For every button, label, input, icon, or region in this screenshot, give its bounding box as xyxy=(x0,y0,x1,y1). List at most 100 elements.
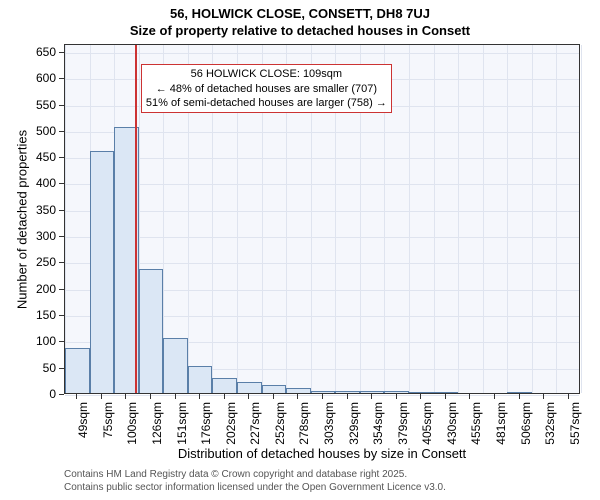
xtick-mark xyxy=(273,394,274,399)
xtick-mark xyxy=(543,394,544,399)
footer-line-2: Contains public sector information licen… xyxy=(64,481,446,494)
ytick-label: 0 xyxy=(16,387,56,401)
xtick-mark xyxy=(199,394,200,399)
ytick-mark xyxy=(59,105,64,106)
ytick-mark xyxy=(59,78,64,79)
xtick-mark xyxy=(175,394,176,399)
ytick-mark xyxy=(59,236,64,237)
histogram-bar xyxy=(286,388,311,393)
gridline-vertical xyxy=(458,45,459,393)
ytick-label: 400 xyxy=(16,176,56,190)
histogram-bar xyxy=(90,151,115,393)
gridline-vertical xyxy=(483,45,484,393)
ytick-label: 300 xyxy=(16,229,56,243)
xtick-mark xyxy=(322,394,323,399)
histogram-bar xyxy=(237,382,262,393)
ytick-mark xyxy=(59,289,64,290)
xtick-mark xyxy=(371,394,372,399)
xtick-label: 557sqm xyxy=(568,402,582,462)
xtick-mark xyxy=(101,394,102,399)
histogram-bar xyxy=(212,378,237,393)
gridline-horizontal xyxy=(65,211,579,212)
xtick-label: 329sqm xyxy=(347,402,361,462)
xtick-label: 176sqm xyxy=(199,402,213,462)
histogram-bar xyxy=(384,391,409,393)
ytick-mark xyxy=(59,394,64,395)
ytick-mark xyxy=(59,341,64,342)
ytick-label: 550 xyxy=(16,98,56,112)
annotation-line-1: 56 HOLWICK CLOSE: 109sqm xyxy=(146,67,387,81)
xtick-label: 278sqm xyxy=(297,402,311,462)
xtick-label: 532sqm xyxy=(543,402,557,462)
gridline-horizontal xyxy=(65,184,579,185)
xtick-label: 75sqm xyxy=(101,402,115,462)
xtick-mark xyxy=(568,394,569,399)
xtick-mark xyxy=(347,394,348,399)
gridline-horizontal xyxy=(65,53,579,54)
footer-line-1: Contains HM Land Registry data © Crown c… xyxy=(64,468,446,481)
annotation-box: 56 HOLWICK CLOSE: 109sqm← 48% of detache… xyxy=(141,64,392,113)
histogram-bar xyxy=(434,392,459,393)
xtick-mark xyxy=(445,394,446,399)
xtick-label: 506sqm xyxy=(519,402,533,462)
ytick-mark xyxy=(59,183,64,184)
histogram-bar xyxy=(507,392,532,393)
gridline-vertical xyxy=(409,45,410,393)
ytick-mark xyxy=(59,210,64,211)
gridline-vertical xyxy=(556,45,557,393)
xtick-label: 430sqm xyxy=(445,402,459,462)
ytick-label: 650 xyxy=(16,45,56,59)
gridline-vertical xyxy=(434,45,435,393)
ytick-mark xyxy=(59,368,64,369)
annotation-line-3: 51% of semi-detached houses are larger (… xyxy=(146,96,387,110)
xtick-mark xyxy=(76,394,77,399)
xtick-label: 379sqm xyxy=(396,402,410,462)
chart-container: { "title_main": "56, HOLWICK CLOSE, CONS… xyxy=(0,0,600,500)
ytick-label: 250 xyxy=(16,255,56,269)
xtick-mark xyxy=(297,394,298,399)
xtick-label: 354sqm xyxy=(371,402,385,462)
ytick-mark xyxy=(59,262,64,263)
gridline-horizontal xyxy=(65,158,579,159)
xtick-mark xyxy=(396,394,397,399)
ytick-label: 450 xyxy=(16,150,56,164)
histogram-bar xyxy=(311,391,336,393)
gridline-vertical xyxy=(65,45,66,393)
gridline-vertical xyxy=(532,45,533,393)
xtick-label: 252sqm xyxy=(273,402,287,462)
xtick-label: 126sqm xyxy=(150,402,164,462)
gridline-vertical xyxy=(581,45,582,393)
xtick-mark xyxy=(494,394,495,399)
xtick-mark xyxy=(224,394,225,399)
ytick-label: 200 xyxy=(16,282,56,296)
ytick-mark xyxy=(59,315,64,316)
xtick-label: 151sqm xyxy=(175,402,189,462)
ytick-mark xyxy=(59,52,64,53)
ytick-label: 100 xyxy=(16,334,56,348)
histogram-bar xyxy=(335,391,360,393)
gridline-horizontal xyxy=(65,263,579,264)
xtick-label: 303sqm xyxy=(322,402,336,462)
chart-title-sub: Size of property relative to detached ho… xyxy=(0,21,600,38)
ytick-mark xyxy=(59,131,64,132)
ytick-label: 50 xyxy=(16,361,56,375)
reference-line xyxy=(135,45,137,393)
histogram-bar xyxy=(163,338,188,393)
histogram-bar xyxy=(65,348,90,393)
ytick-label: 350 xyxy=(16,203,56,217)
xtick-mark xyxy=(248,394,249,399)
xtick-mark xyxy=(519,394,520,399)
xtick-label: 202sqm xyxy=(224,402,238,462)
gridline-horizontal xyxy=(65,237,579,238)
xtick-label: 100sqm xyxy=(125,402,139,462)
xtick-label: 227sqm xyxy=(248,402,262,462)
annotation-line-2: ← 48% of detached houses are smaller (70… xyxy=(146,82,387,96)
histogram-bar xyxy=(188,366,213,393)
histogram-bar xyxy=(139,269,164,393)
ytick-mark xyxy=(59,157,64,158)
footer-attribution: Contains HM Land Registry data © Crown c… xyxy=(64,468,446,494)
histogram-bar xyxy=(262,385,287,393)
gridline-vertical xyxy=(507,45,508,393)
xtick-label: 405sqm xyxy=(420,402,434,462)
xtick-mark xyxy=(125,394,126,399)
